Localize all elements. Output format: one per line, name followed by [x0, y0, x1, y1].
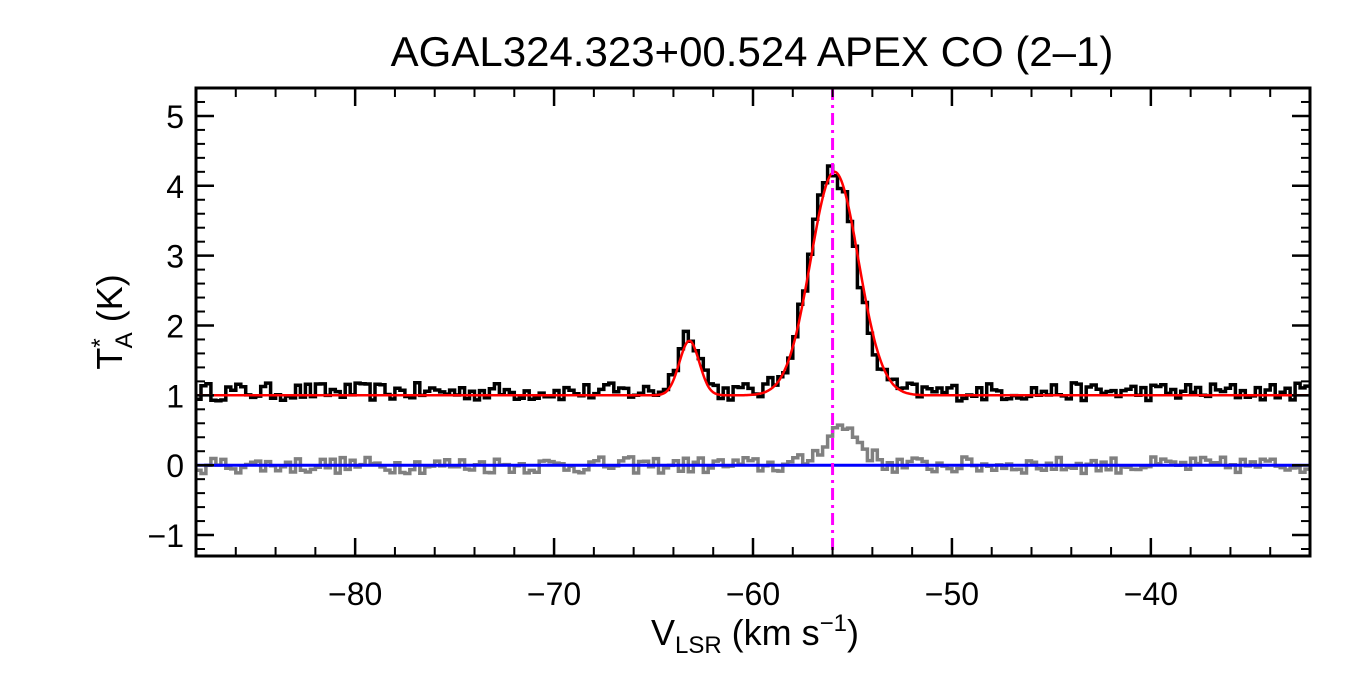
y-axis-label-unit: (K): [89, 274, 130, 332]
y-tick-label: 2: [166, 308, 184, 344]
y-tick-label: 5: [166, 99, 184, 135]
y-tick-label: 3: [166, 239, 184, 275]
y-axis-label: T*A (K): [87, 274, 138, 369]
x-tick-label: −40: [1124, 576, 1178, 612]
x-axis-label-unit: (km s: [722, 612, 820, 653]
x-axis-label-close: ): [847, 612, 859, 653]
gaussian-fit-curve: [196, 170, 1310, 397]
y-tick-label: 1: [166, 378, 184, 414]
x-axis-label-sup: −1: [820, 610, 847, 637]
x-tick-label: −80: [328, 576, 382, 612]
x-tick-label: −60: [726, 576, 780, 612]
x-axis-label-sub: LSR: [675, 632, 722, 659]
x-tick-label: −50: [925, 576, 979, 612]
y-axis-label-main: T: [89, 348, 130, 370]
y-tick-label: −1: [148, 518, 184, 554]
plot-frame: [194, 86, 1312, 558]
y-tick-label: 0: [166, 448, 184, 484]
residual-trace: [196, 423, 1310, 476]
y-axis-label-sup: *: [87, 338, 114, 347]
plot-area: −80 −70 −60 −50 −40 −1 0 1 2 3 4 5: [148, 86, 1312, 612]
x-axis-label: VLSR (km s−1): [651, 610, 859, 659]
y-tick-label: 4: [166, 169, 184, 205]
x-tick-label: −70: [527, 576, 581, 612]
chart-title: AGAL324.323+00.524 APEX CO (2–1): [391, 28, 1114, 75]
x-axis-label-main: V: [651, 612, 675, 653]
y-axis-label-sub: A: [111, 332, 138, 348]
spectrum-trace: [196, 164, 1310, 403]
